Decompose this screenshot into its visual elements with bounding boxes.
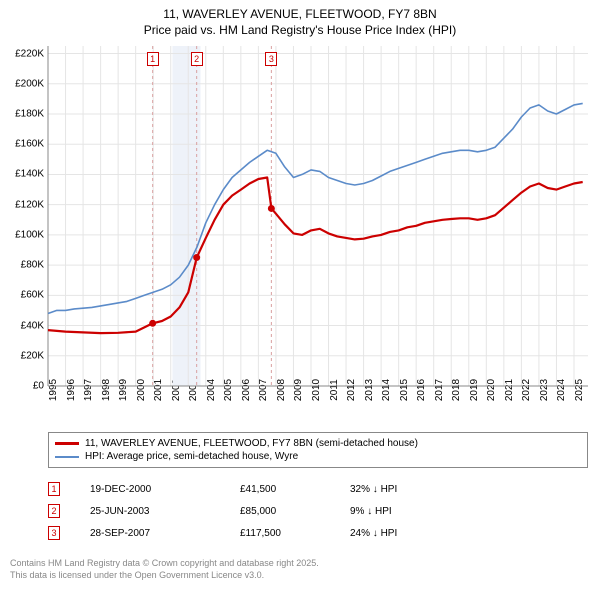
event-diff: 9% ↓ HPI [350, 506, 460, 517]
legend-swatch [55, 442, 79, 444]
y-tick-label: £60K [4, 290, 44, 301]
y-tick-label: £20K [4, 350, 44, 361]
event-price: £41,500 [240, 484, 350, 495]
chart-area: £0£20K£40K£60K£80K£100K£120K£140K£160K£1… [48, 46, 588, 386]
event-diff: 32% ↓ HPI [350, 484, 460, 495]
event-marker-box: 1 [147, 52, 159, 66]
legend-swatch [55, 456, 79, 458]
y-tick-label: £40K [4, 320, 44, 331]
plot-svg [48, 46, 588, 386]
event-row-marker: 2 [48, 504, 60, 518]
footer-line-2: This data is licensed under the Open Gov… [10, 570, 570, 582]
event-table: 1 19-DEC-2000£41,50032% ↓ HPI 2 25-JUN-2003… [48, 478, 588, 544]
x-axis-labels: 1995199619971998199920002001200220032004… [48, 386, 588, 426]
y-tick-label: £140K [4, 169, 44, 180]
footer-line-1: Contains HM Land Registry data © Crown c… [10, 558, 570, 570]
event-row: 2 25-JUN-2003£85,0009% ↓ HPI [48, 500, 588, 522]
event-row: 1 19-DEC-2000£41,50032% ↓ HPI [48, 478, 588, 500]
legend-label: 11, WAVERLEY AVENUE, FLEETWOOD, FY7 8BN … [85, 438, 418, 449]
y-axis-labels: £0£20K£40K£60K£80K£100K£120K£140K£160K£1… [6, 46, 46, 386]
legend-label: HPI: Average price, semi-detached house,… [85, 451, 298, 462]
y-tick-label: £200K [4, 78, 44, 89]
y-tick-label: £100K [4, 229, 44, 240]
legend-row: HPI: Average price, semi-detached house,… [55, 450, 581, 463]
y-tick-label: £220K [4, 48, 44, 59]
event-diff: 24% ↓ HPI [350, 528, 460, 539]
event-row-marker: 3 [48, 526, 60, 540]
legend: 11, WAVERLEY AVENUE, FLEETWOOD, FY7 8BN … [48, 432, 588, 468]
title-line-2: Price paid vs. HM Land Registry's House … [0, 22, 600, 38]
event-row: 3 28-SEP-2007£117,50024% ↓ HPI [48, 522, 588, 544]
legend-row: 11, WAVERLEY AVENUE, FLEETWOOD, FY7 8BN … [55, 437, 581, 450]
chart-container: 11, WAVERLEY AVENUE, FLEETWOOD, FY7 8BN … [0, 0, 600, 590]
y-tick-label: £120K [4, 199, 44, 210]
y-tick-label: £160K [4, 139, 44, 150]
event-marker-box: 2 [191, 52, 203, 66]
footer: Contains HM Land Registry data © Crown c… [10, 558, 570, 581]
event-date: 19-DEC-2000 [90, 484, 240, 495]
event-marker-box: 3 [265, 52, 277, 66]
legend-box: 11, WAVERLEY AVENUE, FLEETWOOD, FY7 8BN … [48, 432, 588, 468]
y-tick-label: £0 [4, 381, 44, 392]
title-block: 11, WAVERLEY AVENUE, FLEETWOOD, FY7 8BN … [0, 0, 600, 38]
event-date: 25-JUN-2003 [90, 506, 240, 517]
event-date: 28-SEP-2007 [90, 528, 240, 539]
event-row-marker: 1 [48, 482, 60, 496]
event-price: £85,000 [240, 506, 350, 517]
y-tick-label: £80K [4, 260, 44, 271]
event-price: £117,500 [240, 528, 350, 539]
y-tick-label: £180K [4, 109, 44, 120]
title-line-1: 11, WAVERLEY AVENUE, FLEETWOOD, FY7 8BN [0, 6, 600, 22]
